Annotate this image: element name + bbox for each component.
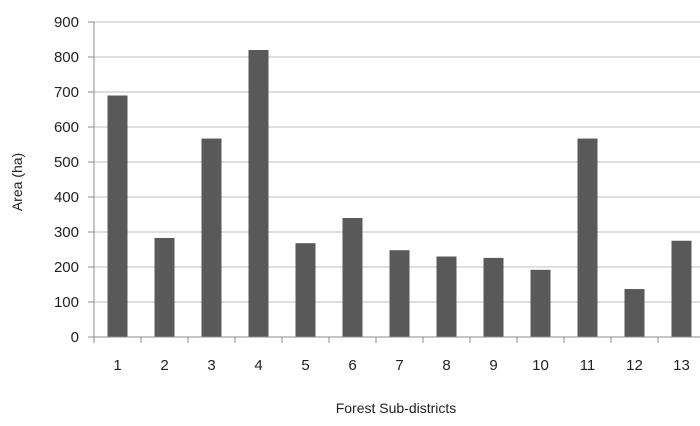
x-tick-label: 12 xyxy=(626,357,643,374)
y-tick-label: 400 xyxy=(54,189,79,206)
x-tick-label: 4 xyxy=(254,357,262,374)
x-tick-label: 3 xyxy=(207,357,215,374)
x-tick-label: 6 xyxy=(348,357,356,374)
bar xyxy=(530,269,551,337)
x-tick-label: 7 xyxy=(395,357,403,374)
y-tick-labels: 0 100 200 300 400 500 600 700 800 900 xyxy=(54,14,79,346)
y-tick-label: 600 xyxy=(54,119,79,136)
bar xyxy=(483,257,504,337)
x-tick-label: 5 xyxy=(301,357,309,374)
bar xyxy=(436,256,457,337)
bar xyxy=(389,250,410,337)
x-tick-label: 10 xyxy=(532,357,549,374)
y-tick-label: 100 xyxy=(54,294,79,311)
bar xyxy=(342,218,363,337)
y-tick-label: 500 xyxy=(54,154,79,171)
gridlines xyxy=(94,21,700,303)
x-tick-label: 9 xyxy=(489,357,497,374)
x-tick-labels: 1 2 3 4 5 6 7 8 9 10 11 12 13 xyxy=(113,357,690,374)
axes xyxy=(88,21,700,343)
bar xyxy=(201,138,222,337)
y-tick-label: 200 xyxy=(54,259,79,276)
y-tick-label: 0 xyxy=(71,329,79,346)
y-tick-label: 300 xyxy=(54,224,79,241)
bars xyxy=(107,50,692,337)
bar xyxy=(107,95,128,337)
bar xyxy=(577,138,598,337)
x-tick-label: 2 xyxy=(160,357,168,374)
bar xyxy=(154,237,175,337)
bar xyxy=(671,240,692,337)
x-tick-label: 11 xyxy=(580,357,596,374)
x-tick-label: 8 xyxy=(442,357,450,374)
x-tick-label: 13 xyxy=(673,357,690,374)
bar xyxy=(624,289,645,337)
bar xyxy=(248,50,269,337)
y-tick-label: 800 xyxy=(54,49,79,66)
x-axis-title: Forest Sub-districts xyxy=(336,400,457,416)
bar xyxy=(295,243,316,337)
x-tick-label: 1 xyxy=(113,357,121,374)
y-axis-title: Area (ha) xyxy=(9,153,25,211)
y-tick-label: 700 xyxy=(54,84,79,101)
y-tick-label: 900 xyxy=(54,14,79,31)
